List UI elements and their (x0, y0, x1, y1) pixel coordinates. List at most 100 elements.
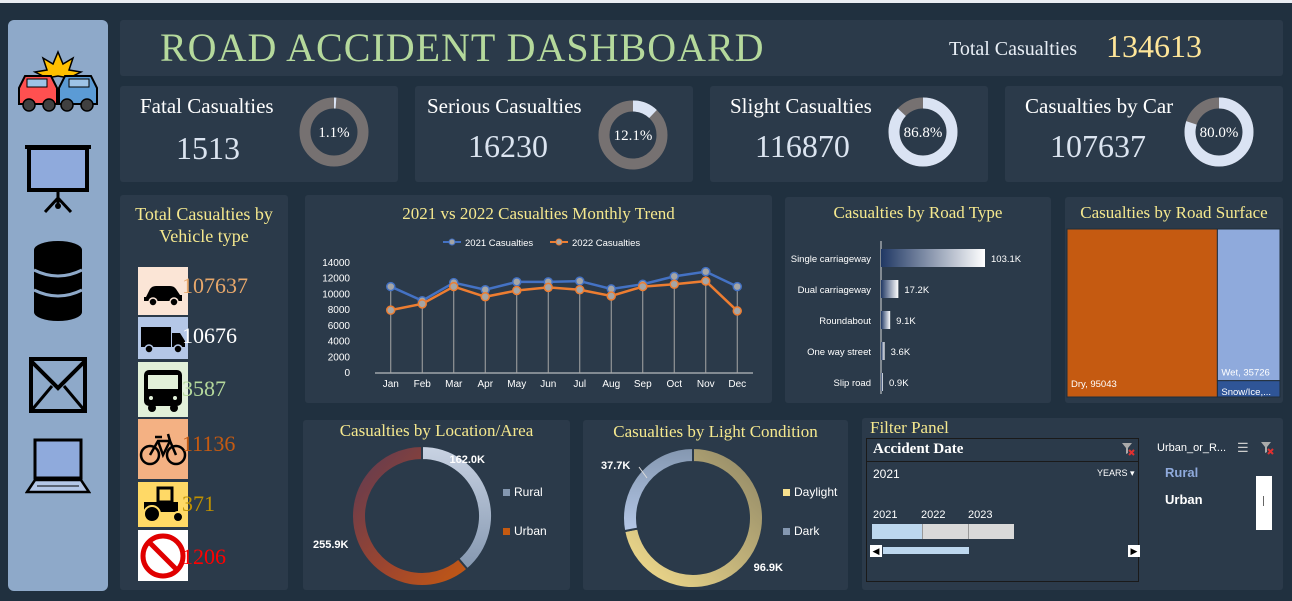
vehicle-value-truck: 10676 (182, 323, 237, 348)
vehicle-title-line2: Vehicle type (159, 226, 249, 246)
y-tick-label: 2000 (328, 352, 351, 363)
mail-icon[interactable] (8, 356, 108, 414)
x-tick-label: Sep (634, 379, 652, 390)
leader-line (638, 466, 648, 479)
period-selector[interactable]: YEARS ▾ (1097, 468, 1135, 479)
database-icon[interactable] (8, 240, 108, 322)
kpi-value: 1513 (176, 130, 240, 166)
clear-filter-icon[interactable] (1260, 441, 1274, 460)
truck-icon (138, 317, 188, 359)
vehicle-value-car: 107637 (182, 273, 248, 298)
kpi-value: 16230 (468, 128, 548, 164)
area-item-urban[interactable]: Urban (1165, 492, 1203, 507)
data-point (669, 271, 679, 282)
vehicle-value-bicycle: 11136 (182, 431, 236, 456)
legend-label: Rural (514, 485, 543, 499)
data-label: 9.1K (896, 316, 916, 327)
period-label: YEARS (1097, 468, 1128, 478)
data-point (701, 266, 711, 277)
spreadsheet-top-strip (0, 0, 1292, 3)
legend-swatch (503, 528, 510, 535)
area-slicer-header: Urban_or_R... (1157, 442, 1227, 454)
light-condition-panel: Casualties by Light Condition 96.9K 37.7K… (583, 420, 848, 590)
bar (881, 342, 885, 360)
data-label: 3.6K (891, 347, 911, 358)
trend-chart-title: 2021 vs 2022 Casualties Monthly Trend (402, 204, 675, 223)
car-crash-icon[interactable] (8, 50, 108, 114)
no-entry-icon (138, 530, 188, 581)
vehicle-value-bus: 3587 (182, 376, 226, 401)
legend-marker (448, 238, 456, 246)
y-tick-label: 10000 (322, 289, 350, 300)
bicycle-icon (138, 419, 188, 479)
treemap-cell-wet (1216, 228, 1281, 382)
scroll-right-icon[interactable]: ▶ (1128, 545, 1140, 557)
kpi-serious: Serious Casualties 16230 12.1% (415, 86, 693, 182)
treemap-label: Snow/Ice,... (1221, 387, 1271, 398)
legend-label: 2022 Casualties (572, 238, 640, 249)
trend-line-chart: 0 2000 4000 6000 8000 10000 12000 14000 Jan Feb Ma… (322, 238, 753, 390)
x-tick-label: Feb (414, 379, 432, 390)
area-slicer[interactable]: Urban_or_R... ☰ Rural Urban (1152, 438, 1276, 580)
x-tick-label: Jan (383, 379, 399, 390)
legend-marker (555, 238, 563, 246)
data-point (449, 281, 459, 292)
x-tick-label: Apr (477, 379, 493, 390)
kpi-label: Slight Casualties (730, 94, 872, 118)
vehicle-type-panel: Total Casualties by Vehicle type 107637 … (120, 195, 288, 590)
x-tick-label: Oct (666, 379, 682, 390)
multi-select-icon[interactable]: ☰ (1237, 440, 1249, 455)
treemap-label: Dry, 95043 (1071, 379, 1117, 390)
data-point (732, 281, 742, 292)
road-type-panel: Casualties by Road Type Single carriagew… (785, 197, 1051, 403)
kpi-percent: 86.8% (904, 125, 943, 141)
legend-swatch (503, 489, 510, 496)
legend-swatch (783, 489, 790, 496)
kpi-label: Serious Casualties (427, 94, 582, 118)
legend-label: Dark (794, 524, 820, 538)
category-label: One way street (807, 347, 871, 358)
total-casualties-label: Total Casualties (949, 38, 1078, 60)
data-point (386, 281, 396, 292)
data-label: 17.2K (904, 285, 929, 296)
data-point (669, 279, 679, 289)
year-bar-2022[interactable] (922, 524, 968, 539)
road-surface-panel: Casualties by Road Surface Dry, 95043 Wet… (1065, 197, 1283, 403)
date-timeline-slicer[interactable]: Accident Date 2021 YEARS ▾ 2021 2022 202… (866, 438, 1140, 582)
data-point (480, 292, 490, 302)
scroll-left-icon[interactable]: ◀ (870, 545, 882, 557)
light-title: Casualties by Light Condition (613, 422, 818, 441)
location-donut-chart: 162.0K 255.9K Rural Urban (313, 444, 547, 587)
presentation-board-icon[interactable] (8, 142, 108, 214)
location-area-panel: Casualties by Location/Area 162.0K 255.9K… (303, 420, 570, 590)
filter-panel: Filter Panel Accident Date 2021 YEARS ▾ … (862, 418, 1283, 590)
y-tick-label: 4000 (328, 337, 351, 348)
y-tick-label: 8000 (328, 305, 351, 316)
year-bar-2021-selected[interactable] (872, 524, 922, 539)
timeline-header: Accident Date (873, 441, 964, 457)
bar (881, 280, 899, 298)
donut-data-label: 255.9K (313, 539, 349, 551)
road-surface-treemap: Dry, 95043 Wet, 35726 Snow/Ice,... (1066, 228, 1281, 398)
kpi-label: Fatal Casualties (140, 94, 274, 118)
header-panel: ROAD ACCIDENT DASHBOARD Total Casualties… (120, 20, 1283, 76)
y-tick-label: 6000 (328, 321, 351, 332)
scroll-thumb[interactable] (883, 547, 969, 554)
area-item-rural[interactable]: Rural (1165, 465, 1199, 480)
kpi-percent: 12.1% (614, 128, 653, 144)
vehicle-panel-title: Total Casualties by Vehicle type (120, 203, 288, 247)
data-label: 0.9K (889, 378, 909, 389)
clear-filter-icon[interactable] (1121, 442, 1135, 461)
donut-slice-dark (622, 446, 694, 533)
timeline-scrollbar[interactable]: ◀ ▶ (870, 544, 1140, 558)
x-tick-label: Mar (445, 379, 463, 390)
bus-icon (138, 362, 188, 417)
x-tick-label: Jul (573, 379, 586, 390)
area-slicer-scrollbar[interactable] (1256, 476, 1272, 530)
data-label: 103.1K (991, 254, 1022, 265)
laptop-icon[interactable] (8, 436, 108, 500)
total-casualties-value: 134613 (1106, 28, 1202, 64)
x-tick-label: Nov (697, 379, 715, 390)
data-point (512, 277, 522, 287)
year-bar-2023[interactable] (968, 524, 1014, 539)
